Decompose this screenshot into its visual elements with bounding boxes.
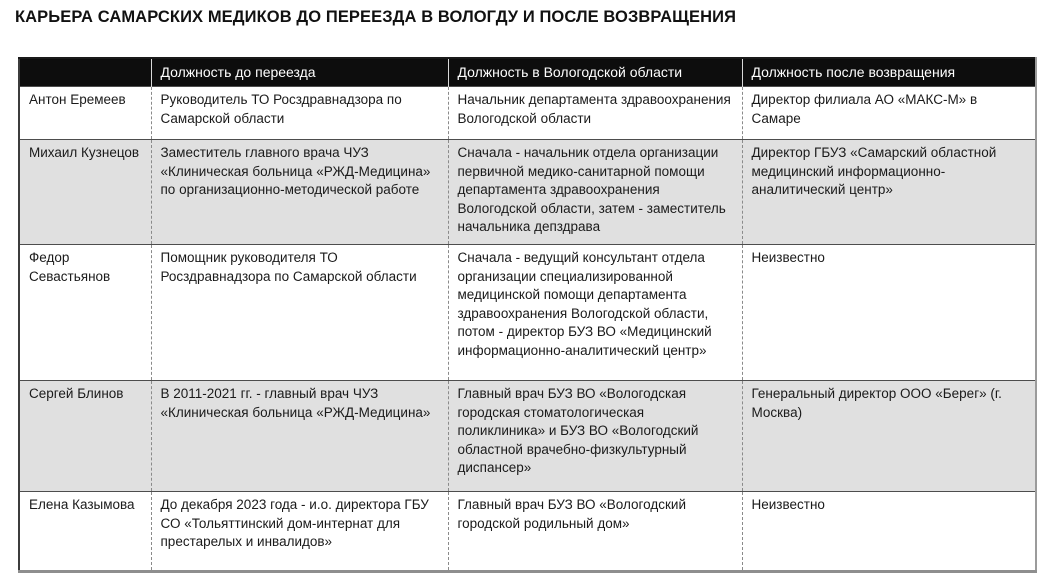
table-row: Антон Еремеев Руководитель ТО Росздравна… <box>19 86 1036 140</box>
cell-position-before: В 2011-2021 гг. - главный врач ЧУЗ «Клин… <box>150 380 448 492</box>
cell-position-after: Неизвестно <box>741 244 1036 381</box>
header-cell-after: Должность после возвращения <box>741 58 1036 87</box>
cell-position-after: Директор ГБУЗ «Самарский областной медиц… <box>741 139 1036 245</box>
cell-position-after: Директор филиала АО «МАКС-М» в Самаре <box>741 86 1036 140</box>
cell-person-name: Михаил Кузнецов <box>19 139 151 245</box>
cell-position-before: Помощник руководителя ТО Росздравнадзора… <box>150 244 448 381</box>
header-cell-vologda: Должность в Вологодской области <box>447 58 742 87</box>
page-title: КАРЬЕРА САМАРСКИХ МЕДИКОВ ДО ПЕРЕЕЗДА В … <box>15 8 737 26</box>
cell-position-after: Генеральный директор ООО «Берег» (г. Мос… <box>741 380 1036 492</box>
table-header: Должность до переезда Должность в Волого… <box>19 58 1036 87</box>
header-row: Должность до переезда Должность в Волого… <box>19 58 1036 87</box>
header-cell-before: Должность до переезда <box>150 58 448 87</box>
cell-position-vologda: Сначала - начальник отдела организации п… <box>447 139 742 245</box>
table-row: Сергей Блинов В 2011-2021 гг. - главный … <box>19 380 1036 492</box>
cell-position-after: Неизвестно <box>741 491 1036 572</box>
cell-position-before: Руководитель ТО Росздравнадзора по Самар… <box>150 86 448 140</box>
cell-position-vologda: Главный врач БУЗ ВО «Вологодский городск… <box>447 491 742 572</box>
cell-position-vologda: Главный врач БУЗ ВО «Вологодская городск… <box>447 380 742 492</box>
table-row: Михаил Кузнецов Заместитель главного вра… <box>19 139 1036 245</box>
cell-person-name: Сергей Блинов <box>19 380 151 492</box>
cell-person-name: Федор Севастьянов <box>19 244 151 381</box>
cell-person-name: Антон Еремеев <box>19 86 151 140</box>
cell-person-name: Елена Казымова <box>19 491 151 572</box>
cell-position-before: До декабря 2023 года - и.о. директора ГБ… <box>150 491 448 572</box>
cell-position-before: Заместитель главного врача ЧУЗ «Клиничес… <box>150 139 448 245</box>
cell-position-vologda: Начальник департамента здравоохранения В… <box>447 86 742 140</box>
table-row: Федор Севастьянов Помощник руководителя … <box>19 244 1036 381</box>
table-body: Антон Еремеев Руководитель ТО Росздравна… <box>19 86 1036 572</box>
table-row: Елена Казымова До декабря 2023 года - и.… <box>19 491 1036 572</box>
cell-position-vologda: Сначала - ведущий консультант отдела орг… <box>447 244 742 381</box>
header-cell-name <box>19 58 151 87</box>
career-table: Должность до переезда Должность в Волого… <box>18 57 1037 573</box>
